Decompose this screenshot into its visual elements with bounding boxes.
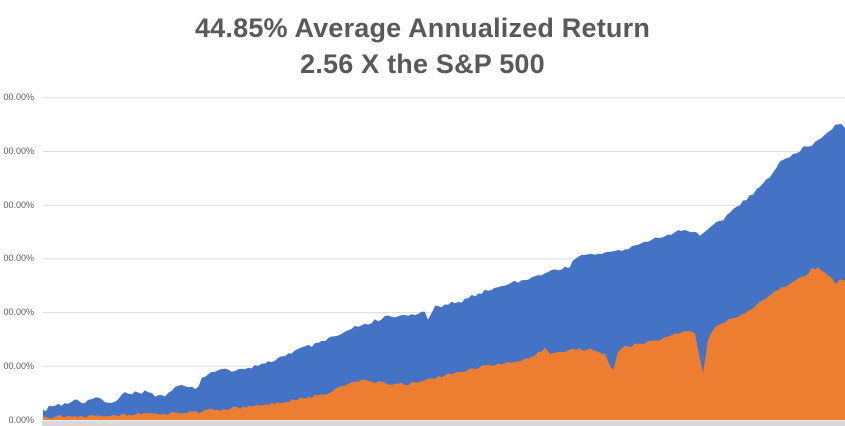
y-axis-label: 0.00%: [8, 414, 34, 425]
chart-title-line-2: 2.56 X the S&P 500: [300, 49, 545, 79]
orange-area-series: [43, 267, 845, 420]
y-axis-label: 00.00%: [3, 92, 34, 103]
y-axis-label: 00.00%: [3, 199, 34, 210]
y-axis-label: 00.00%: [3, 360, 34, 371]
chart-title: 44.85% Average Annualized Return 2.56 X …: [0, 10, 845, 82]
y-axis-label: 00.00%: [3, 307, 34, 318]
x-axis-strip: [42, 420, 845, 426]
chart-title-line-1: 44.85% Average Annualized Return: [194, 13, 651, 43]
y-axis-label: 00.00%: [3, 253, 34, 264]
y-axis-label: 00.00%: [3, 146, 34, 156]
